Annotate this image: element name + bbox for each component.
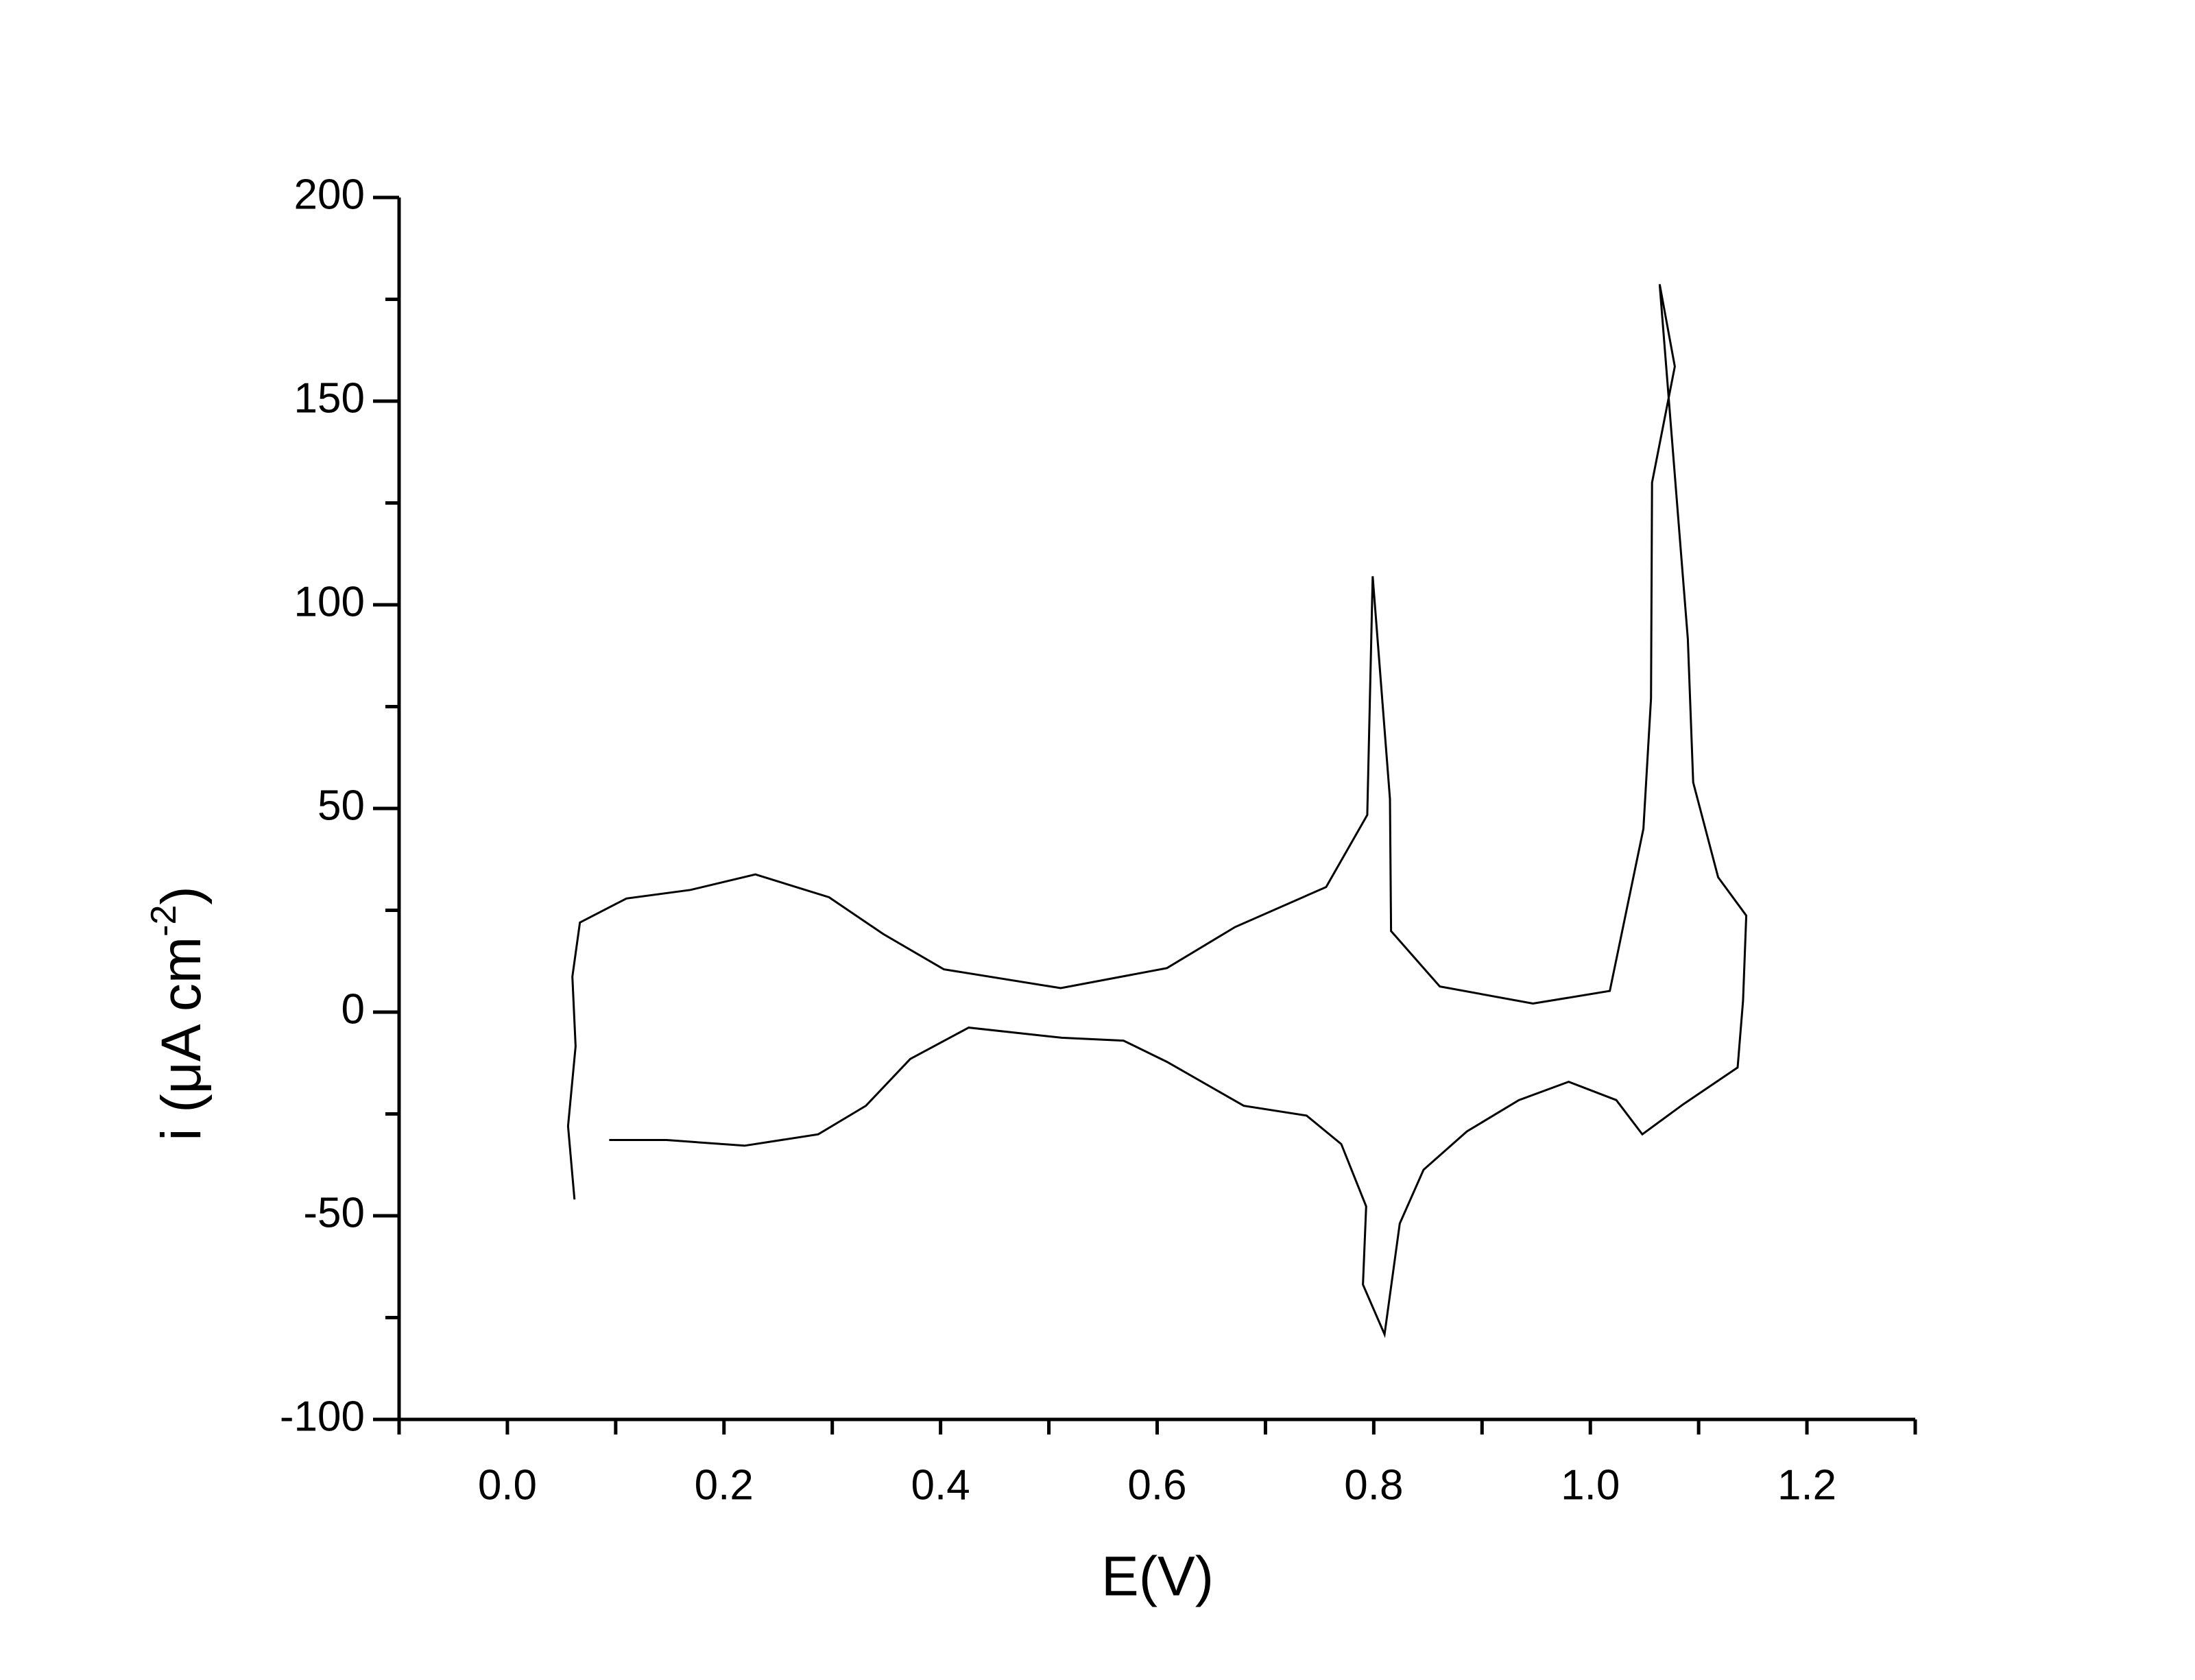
y-tick-label: 50: [317, 782, 365, 829]
y-tick-label: 100: [294, 578, 365, 625]
cv-curve: [566, 284, 1748, 1339]
y-tick-label: 200: [294, 171, 365, 218]
y-tick-label: -100: [280, 1393, 365, 1440]
y-label-sup: -2: [144, 905, 184, 937]
x-tick-label: 0.8: [1344, 1461, 1403, 1509]
x-tick-label: 1.0: [1561, 1461, 1620, 1509]
x-tick-label: 0.4: [911, 1461, 970, 1509]
y-tick-label: 150: [294, 374, 365, 422]
x-tick-label: 0.0: [478, 1461, 537, 1509]
y-tick-label: 0: [341, 985, 365, 1033]
x-tick-label: 0.6: [1127, 1461, 1186, 1509]
x-tick-label: 0.2: [695, 1461, 754, 1509]
y-label-text: i (μA cm: [150, 937, 213, 1141]
x-axis-label: E(V): [1101, 1546, 1214, 1608]
y-tick-label: -50: [303, 1189, 365, 1236]
y-label-end: ): [150, 886, 213, 904]
x-tick-label: 1.2: [1777, 1461, 1836, 1509]
y-axis-label: i (μA cm-2): [144, 886, 213, 1140]
